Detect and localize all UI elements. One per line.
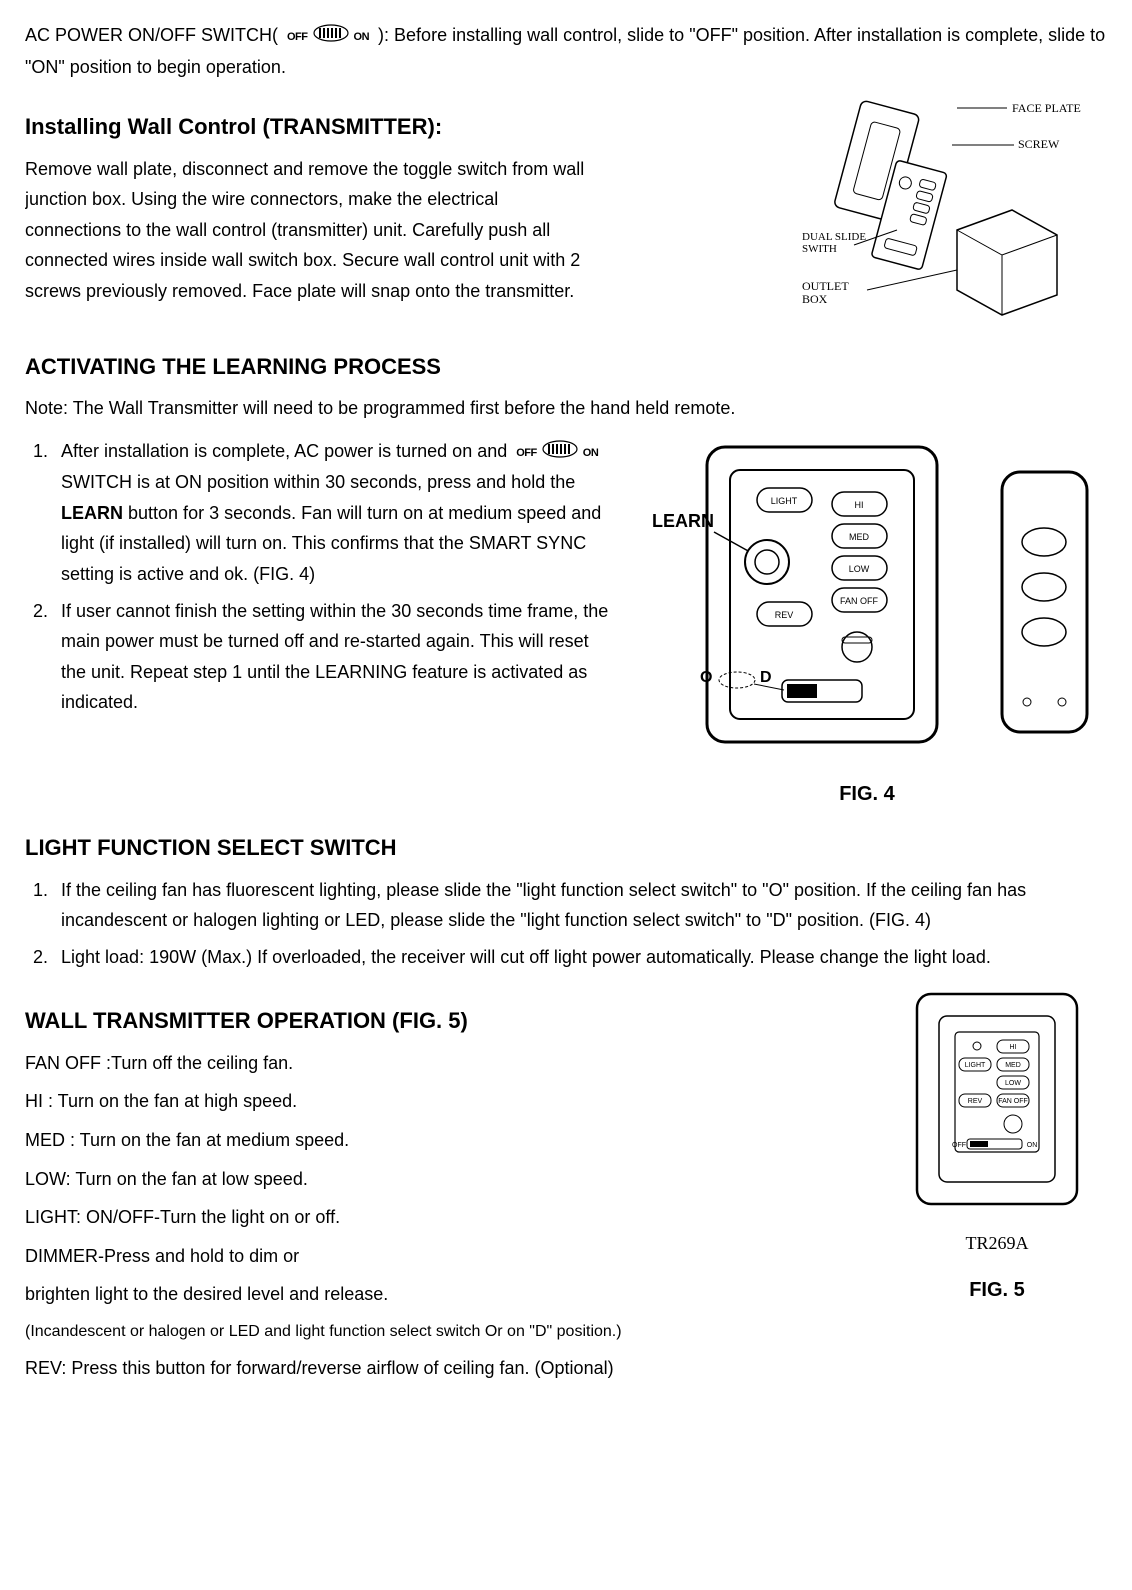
wall-rev: REV: Press this button for forward/rever… — [25, 1353, 1107, 1384]
svg-text:HI: HI — [855, 500, 864, 510]
installing-body: Remove wall plate, disconnect and remove… — [25, 154, 585, 307]
svg-text:D: D — [760, 669, 772, 686]
svg-text:REV: REV — [968, 1098, 983, 1105]
fig4: LEARN HI MED LOW FAN OFF LIGHT REV — [627, 432, 1107, 812]
svg-text:LIGHT: LIGHT — [965, 1062, 986, 1069]
activating-list: After installation is complete, AC power… — [25, 436, 613, 718]
activating-heading: ACTIVATING THE LEARNING PROCESS — [25, 348, 1107, 385]
fig-install: FACE PLATE SCREW DUAL SLIDE SWITH OUTLET… — [797, 90, 1107, 330]
light-item-1: If the ceiling fan has fluorescent light… — [53, 875, 1107, 936]
fig5-model: TR269A — [887, 1228, 1107, 1259]
svg-text:HI: HI — [1010, 1044, 1017, 1051]
svg-text:ON: ON — [1027, 1142, 1038, 1149]
activating-item-1: After installation is complete, AC power… — [53, 436, 613, 590]
svg-text:FAN OFF: FAN OFF — [998, 1098, 1028, 1105]
fig4-learn-label: LEARN — [652, 511, 714, 531]
fig5: HI LIGHT MED LOW REV FAN OFF OFF ON TR26… — [887, 984, 1107, 1306]
fig4-caption: FIG. 4 — [627, 777, 1107, 811]
svg-text:LIGHT: LIGHT — [771, 496, 798, 506]
svg-text:MED: MED — [849, 532, 870, 542]
activating-item-2: If user cannot finish the setting within… — [53, 596, 613, 718]
fig5-caption: FIG. 5 — [887, 1273, 1107, 1307]
ac-power-paragraph: AC POWER ON/OFF SWITCH( OFF ON ): Before… — [25, 20, 1107, 82]
light-item-2: Light load: 190W (Max.) If overloaded, t… — [53, 942, 1107, 973]
activating-note: Note: The Wall Transmitter will need to … — [25, 393, 1107, 424]
svg-text:LOW: LOW — [1005, 1080, 1021, 1087]
wall-note: (Incandescent or halogen or LED and ligh… — [25, 1318, 1107, 1345]
svg-text:LOW: LOW — [849, 564, 870, 574]
svg-text:REV: REV — [775, 610, 794, 620]
svg-text:SWITH: SWITH — [802, 243, 837, 255]
svg-text:OFF: OFF — [952, 1142, 966, 1149]
ac-power-prefix: AC POWER ON/OFF SWITCH( — [25, 25, 278, 45]
switch-icon: OFF ON — [516, 437, 598, 468]
light-heading: LIGHT FUNCTION SELECT SWITCH — [25, 829, 1107, 866]
label-outlet-box: OUTLET — [802, 279, 849, 293]
svg-text:O: O — [700, 669, 712, 686]
svg-text:FAN OFF: FAN OFF — [840, 596, 879, 606]
label-dual-slide: DUAL SLIDE — [802, 231, 866, 243]
label-face-plate: FACE PLATE — [1012, 101, 1081, 115]
svg-text:MED: MED — [1005, 1062, 1021, 1069]
svg-text:BOX: BOX — [802, 292, 828, 306]
light-list: If the ceiling fan has fluorescent light… — [25, 875, 1107, 973]
switch-icon: OFF ON — [287, 21, 369, 52]
label-screw: SCREW — [1018, 137, 1060, 151]
